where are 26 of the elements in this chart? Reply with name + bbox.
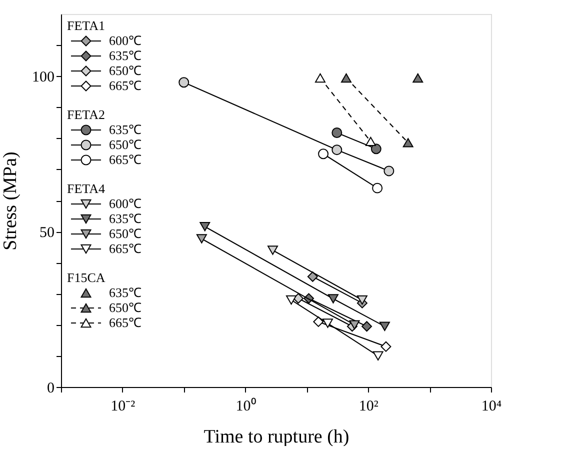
legend-label: 650℃	[109, 300, 142, 315]
y-tick-label: 50	[40, 225, 54, 242]
annotation: FETA4	[67, 181, 106, 196]
legend-label: 600℃	[109, 33, 142, 48]
annotation: FETA1	[67, 18, 105, 33]
annotation: FETA2	[67, 107, 105, 122]
legend-label: 665℃	[109, 241, 142, 256]
annotation: F15CA	[67, 270, 106, 285]
legend-label: 635℃	[109, 285, 142, 300]
legend-label: 635℃	[109, 211, 142, 226]
y-tick-label: 100	[32, 70, 54, 86]
x-tick-label: 10⁰	[236, 398, 256, 414]
legend-label: 635℃	[109, 122, 142, 137]
legend-label: 650℃	[109, 63, 142, 78]
legend-label: 600℃	[109, 196, 142, 211]
legend-label: 665℃	[109, 78, 142, 93]
legend-label: 665℃	[109, 152, 142, 167]
legend-label: 635℃	[109, 48, 142, 63]
legend-label: 650℃	[109, 226, 142, 241]
x-tick-label: 10⁻²	[110, 398, 136, 414]
y-axis-title: Stress (MPa)	[0, 152, 21, 250]
legend-label: 650℃	[109, 137, 142, 152]
y-tick-label: 0	[47, 380, 54, 396]
x-tick-label: 10⁴	[481, 398, 502, 414]
x-tick-label: 10²	[358, 398, 379, 414]
legend-label: 665℃	[109, 315, 142, 330]
